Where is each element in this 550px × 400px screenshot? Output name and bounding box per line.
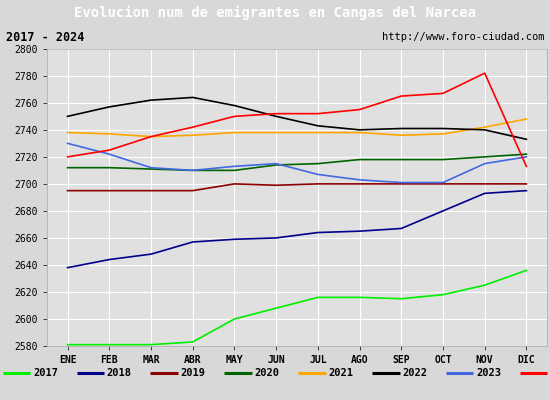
Text: Evolucion num de emigrantes en Cangas del Narcea: Evolucion num de emigrantes en Cangas de… [74, 6, 476, 20]
Text: http://www.foro-ciudad.com: http://www.foro-ciudad.com [382, 32, 544, 42]
Text: 2017: 2017 [33, 368, 58, 378]
Text: 2020: 2020 [255, 368, 279, 378]
Text: 2023: 2023 [476, 368, 501, 378]
Text: 2021: 2021 [328, 368, 354, 378]
Text: 2017 - 2024: 2017 - 2024 [6, 31, 84, 44]
Text: 2019: 2019 [181, 368, 206, 378]
Text: 2022: 2022 [402, 368, 427, 378]
Text: 2018: 2018 [107, 368, 132, 378]
